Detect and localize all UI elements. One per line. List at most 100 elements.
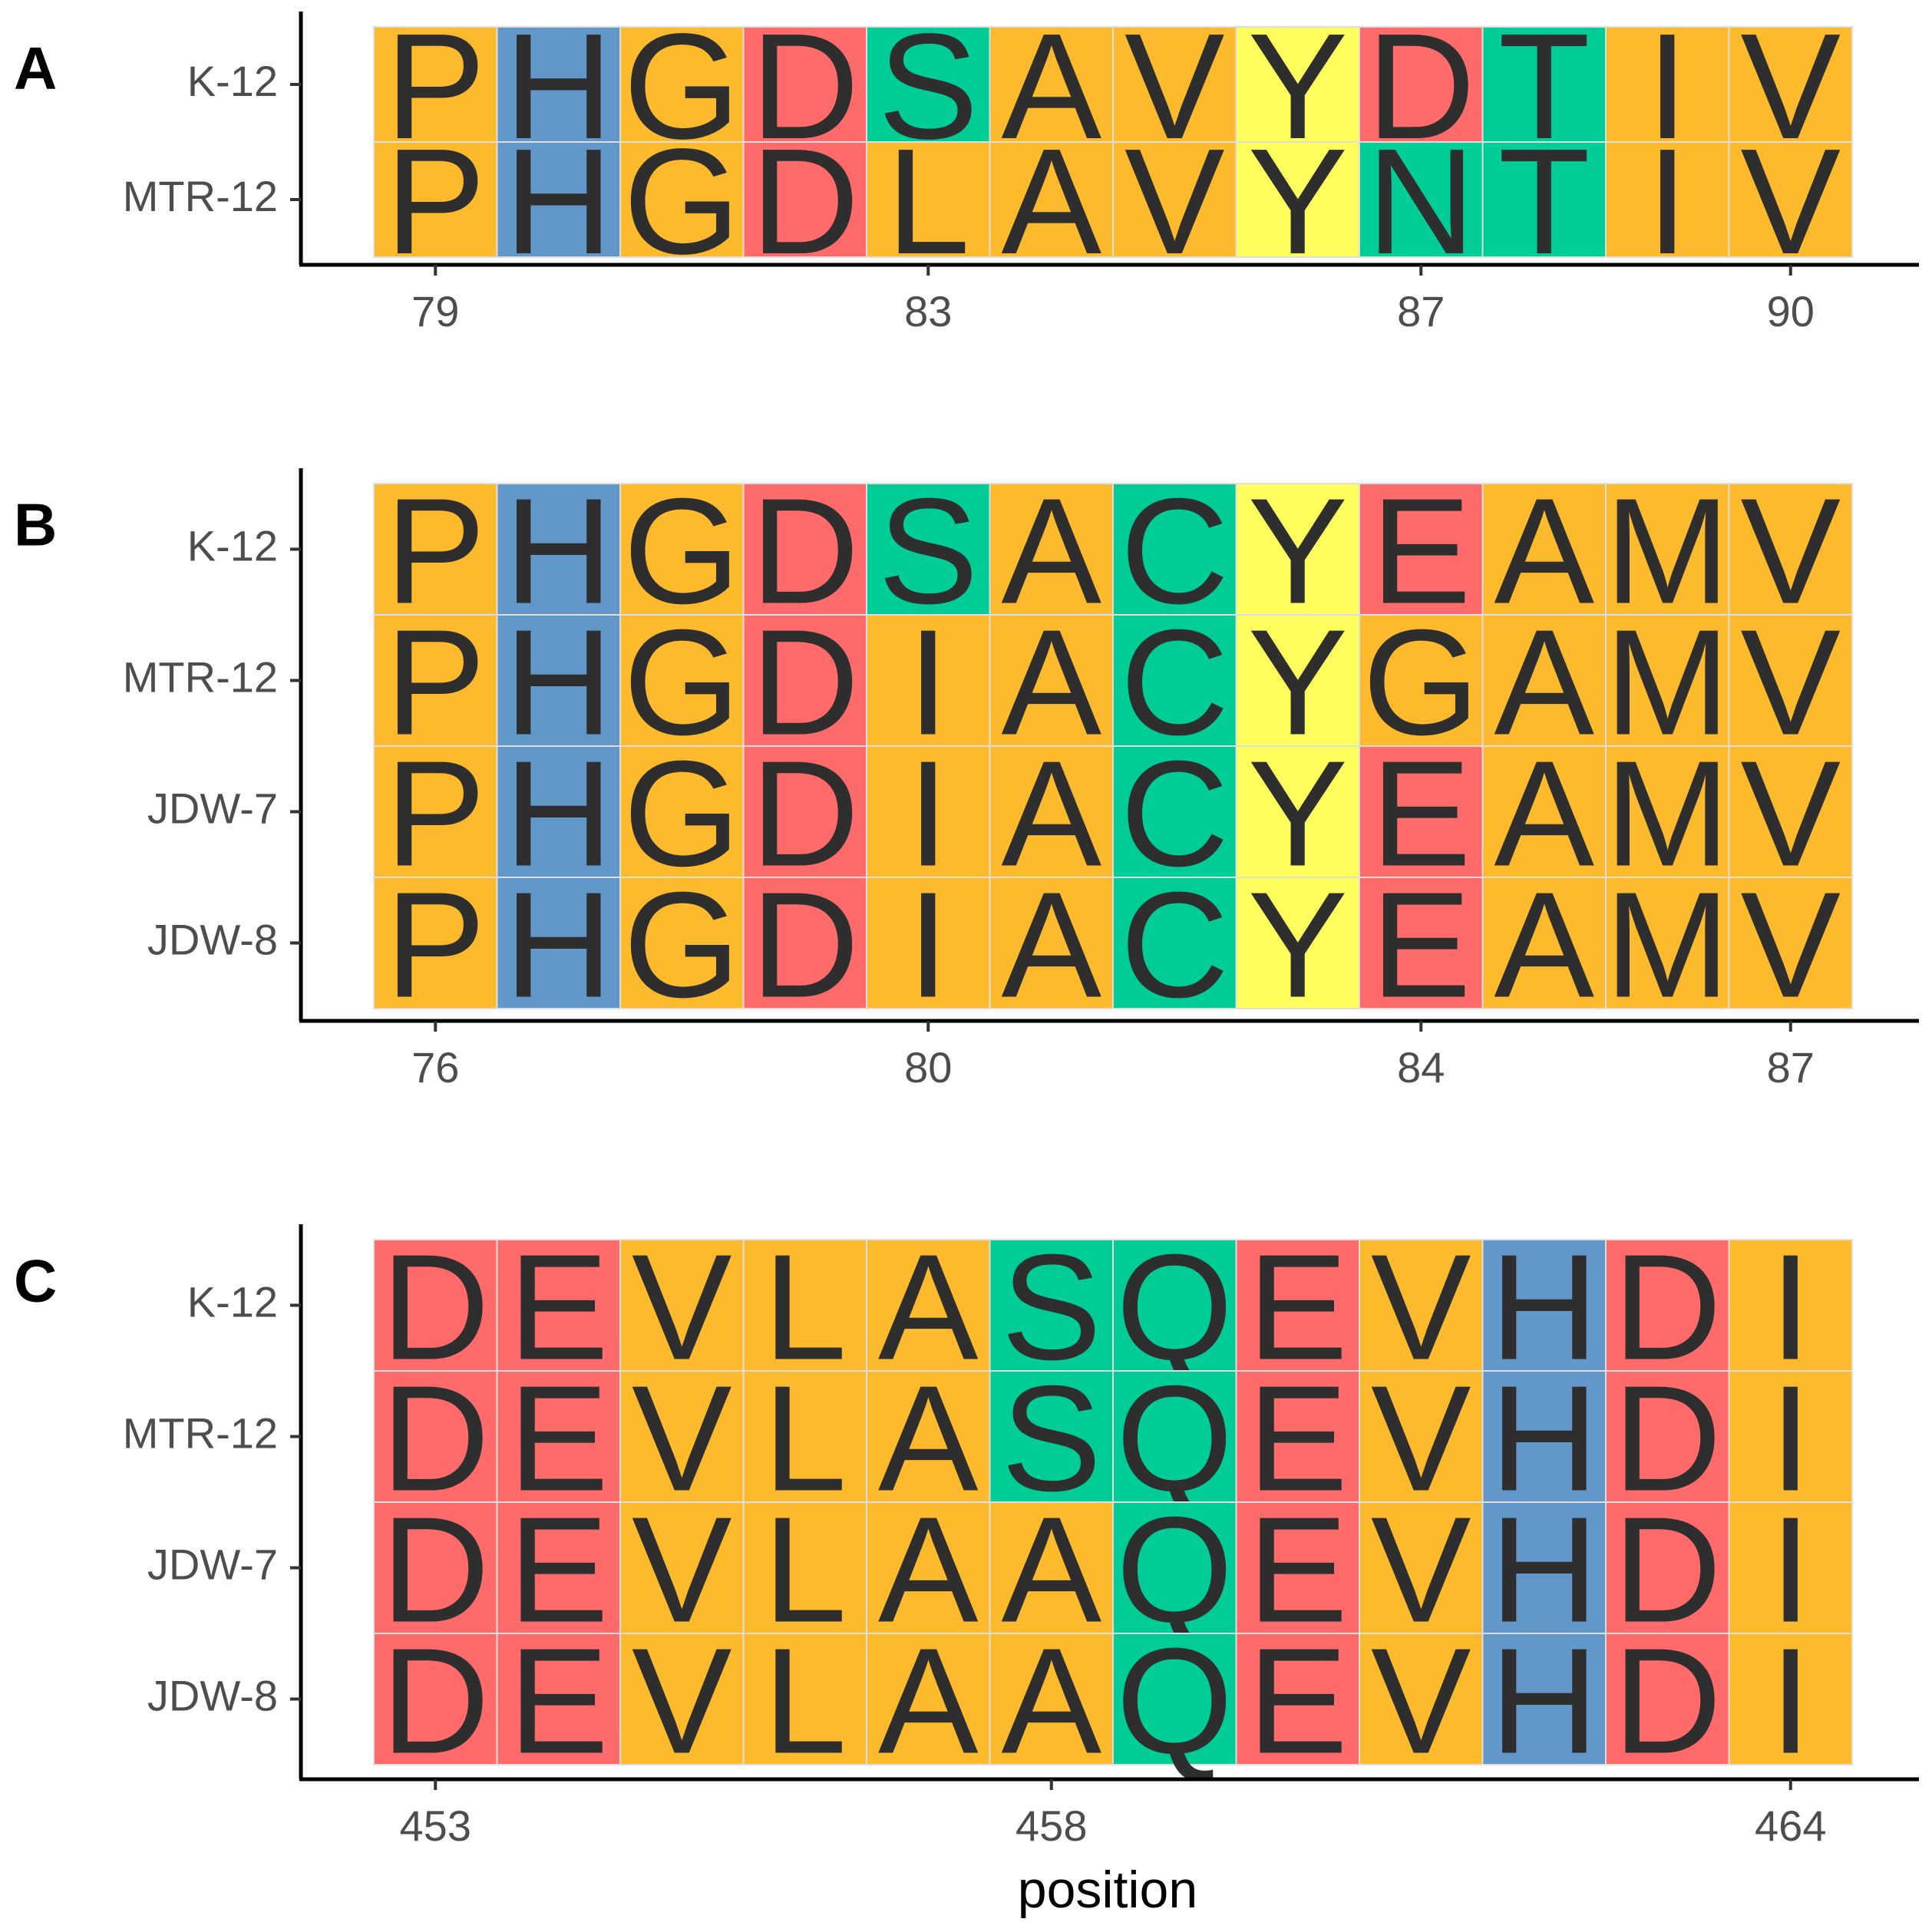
residue-letter: V (1371, 1355, 1471, 1523)
x-tick-label: 76 (411, 1043, 459, 1091)
residue-cell (989, 1370, 1114, 1503)
residue-letter: I (1646, 117, 1688, 286)
residue-cell (496, 1633, 621, 1765)
residue-letter: E (1247, 1224, 1348, 1392)
residue-letter: I (1770, 1617, 1811, 1785)
row-label: MTR-12 (123, 172, 278, 220)
residue-cell (496, 1501, 621, 1634)
residue-letter: A (878, 1355, 979, 1523)
residue-letter: V (1740, 730, 1841, 898)
residue-letter: P (385, 730, 486, 898)
residue-letter: I (1770, 1224, 1811, 1392)
residue-letter: A (1001, 730, 1101, 898)
x-tick-label: 464 (1755, 1802, 1826, 1850)
row-label: JDW-8 (147, 915, 278, 963)
residue-letter: E (1247, 1486, 1348, 1654)
residue-cell (1728, 141, 1853, 258)
residue-letter: V (1740, 599, 1841, 767)
residue-letter: H (504, 861, 613, 1029)
residue-letter: P (385, 467, 486, 636)
residue-letter: A (1001, 1617, 1101, 1785)
residue-cell (373, 1239, 498, 1372)
residue-cell (1112, 26, 1237, 143)
residue-cell (1481, 1633, 1607, 1765)
residue-letter: C (1120, 467, 1229, 636)
residue-cell (373, 877, 498, 1009)
residue-letter: A (1001, 861, 1101, 1029)
residue-letter: L (763, 1355, 847, 1523)
residue-cell (742, 877, 867, 1009)
residue-letter: M (1605, 861, 1730, 1029)
residue-cell (1359, 26, 1484, 143)
residue-cell (1359, 614, 1484, 747)
residue-cell (496, 26, 621, 143)
residue-cell (1235, 1239, 1360, 1372)
residue-cell (619, 1239, 745, 1372)
residue-letter: V (1371, 1617, 1471, 1785)
panel-c: C D E V L A S Q E V H D ID E V L A S Q E V H D ID E V L A A Q E V H D ID E V… (14, 1224, 1919, 1919)
residue-cell (496, 141, 621, 258)
residue-cell (866, 141, 991, 258)
residue-cell (1235, 26, 1360, 143)
residue-cell (1605, 614, 1730, 747)
residue-cell (1359, 1501, 1484, 1634)
residue-cell (1728, 745, 1853, 878)
x-tick-label: 453 (400, 1802, 471, 1850)
residue-letter: L (763, 1486, 847, 1654)
residue-cell (1235, 1370, 1360, 1503)
x-tick-label: 90 (1767, 287, 1815, 335)
x-tick-label: 87 (1397, 287, 1445, 335)
residue-letter: I (907, 730, 949, 898)
residue-cell (619, 614, 745, 747)
residue-cell (619, 1633, 745, 1765)
residue-cell (1359, 1633, 1484, 1765)
residue-letter: N (1366, 117, 1475, 286)
residue-cell (866, 1370, 991, 1503)
residue-cell (989, 745, 1114, 878)
residue-cell (1728, 1501, 1853, 1634)
residue-letter: V (1740, 861, 1841, 1029)
residue-letter: C (1120, 599, 1229, 767)
residue-letter: I (1770, 1355, 1811, 1523)
residue-cell (1359, 877, 1484, 1009)
residue-letter: Y (1247, 730, 1348, 898)
residue-cell (373, 1501, 498, 1634)
residue-letter: D (751, 467, 860, 636)
residue-cell (373, 26, 498, 143)
residue-letter: E (1247, 1355, 1348, 1523)
residue-cell (1235, 614, 1360, 747)
residue-cell (1112, 614, 1237, 747)
residue-cell (1112, 877, 1237, 1009)
residue-cell (1728, 26, 1853, 143)
residue-cell (1728, 483, 1853, 616)
residue-letter: E (1371, 861, 1471, 1029)
residue-cell (866, 745, 991, 878)
residue-letter: A (878, 1486, 979, 1654)
residue-cell (1481, 141, 1607, 258)
residue-cell (1605, 1370, 1730, 1503)
residue-letter: A (1001, 1486, 1101, 1654)
residue-cell (742, 1370, 867, 1503)
residue-letter: D (381, 1224, 490, 1392)
residue-letter: A (878, 1617, 979, 1785)
residue-letter: H (504, 467, 613, 636)
residue-letter: I (907, 599, 949, 767)
residue-letter: D (381, 1486, 490, 1654)
row-label: K-12 (187, 521, 278, 570)
residue-letter: D (1613, 1224, 1722, 1392)
residue-letter: E (1371, 467, 1471, 636)
residue-cell (373, 141, 498, 258)
residue-letter: H (504, 599, 613, 767)
x-tick-label: 87 (1767, 1043, 1815, 1091)
residue-cell (866, 483, 991, 616)
residue-cell (619, 1501, 745, 1634)
residue-cell (1235, 483, 1360, 616)
residue-letter: H (1490, 1355, 1599, 1523)
x-tick-label: 84 (1397, 1043, 1445, 1091)
